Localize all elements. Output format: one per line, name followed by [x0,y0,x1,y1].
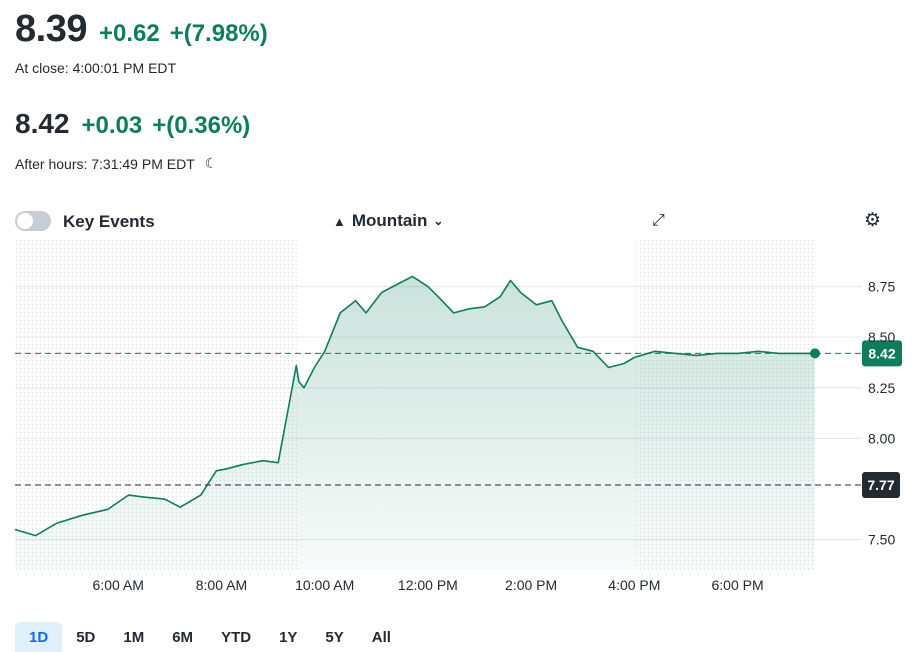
x-tick-label: 10:00 AM [295,577,354,593]
y-tick-label: 8.75 [868,279,895,295]
x-tick-label: 6:00 AM [93,577,144,593]
x-tick-label: 4:00 PM [608,577,660,593]
current-price-label: 8.42 [868,345,895,361]
range-tab-5d[interactable]: 5D [76,629,96,646]
current-price-dot [810,348,820,359]
key-events-label: Key Events [63,212,155,231]
y-tick-label: 8.25 [868,380,895,396]
after-hours-time-row: After hours: 7:31:49 PM EDT ☾ [15,155,217,172]
range-tab-1d[interactable]: 1D [15,622,63,652]
after-hours-change-pct: +(0.36%) [152,112,251,139]
x-tick-label: 6:00 PM [712,577,764,593]
price-chart[interactable]: 8.42 7.77 8.75 8.50 8.25 8.00 7.50 6:00 AM 8:00… [0,240,915,610]
range-tab-1m[interactable]: 1M [123,629,145,646]
x-tick-label: 2:00 PM [505,577,557,593]
expand-icon[interactable]: ⤢ [652,212,665,229]
key-events-toggle[interactable] [15,211,51,231]
range-tab-ytd[interactable]: YTD [221,629,252,646]
after-hours-change: +0.03 [81,112,143,139]
gear-icon[interactable]: ⚙ [864,210,882,231]
chart-mode-label: Mountain [351,211,428,230]
y-tick-label: 8.50 [868,329,895,345]
close-time: At close: 4:00:01 PM EDT [15,60,177,76]
range-tab-1y[interactable]: 1Y [279,629,298,646]
after-hours-price: 8.42 [15,108,70,139]
range-tab-all[interactable]: All [371,629,391,646]
chart-toolbar: Key Events ▲ Mountain ⌄ ⤢ ⚙ [15,205,900,239]
prev-close-badge [862,471,900,498]
y-tick-label: 7.50 [868,532,895,548]
price-change-pct: +(7.98%) [169,20,268,47]
price-area [15,276,815,570]
x-tick-label: 12:00 PM [398,577,458,593]
range-tab-5y[interactable]: 5Y [325,629,344,646]
prev-close-label: 7.77 [867,477,894,493]
mountain-icon: ▲ [333,213,346,229]
toggle-knob [17,213,33,229]
range-tabs: 1D 5D 1M 6M YTD 1Y 5Y All [15,622,405,652]
after-hours-time: After hours: 7:31:49 PM EDT [15,155,195,172]
current-price-badge [862,340,902,367]
range-tab-6m[interactable]: 6M [172,629,194,646]
y-tick-label: 8.00 [868,430,895,446]
chart-mode-dropdown[interactable]: ▲ Mountain ⌄ [333,211,443,231]
moon-icon: ☾ [204,155,218,171]
price: 8.39 [15,8,87,50]
price-row: 8.39 +0.62 +(7.98%) [15,8,268,51]
after-hours-row: 8.42 +0.03 +(0.36%) [15,108,250,140]
chevron-down-icon: ⌄ [433,214,444,228]
x-tick-label: 8:00 AM [196,577,247,593]
price-change: +0.62 [98,20,160,47]
